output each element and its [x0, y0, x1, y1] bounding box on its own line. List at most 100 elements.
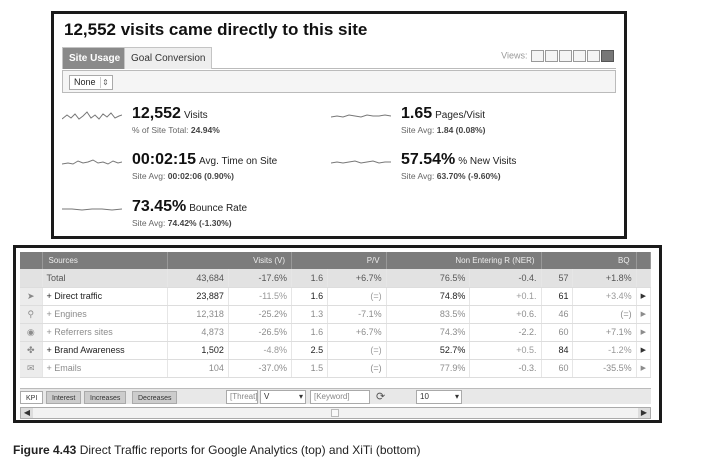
search-icon: ⚲	[20, 305, 43, 324]
row-expand-arrow-icon[interactable]: ▶	[636, 287, 652, 306]
cell-visits: 4,873	[167, 323, 229, 342]
cell-pv: 1.6	[291, 287, 329, 306]
metric-sub-prefix: Site Avg:	[401, 171, 435, 181]
tab-interest[interactable]: Interest	[46, 391, 82, 404]
sparkline-view-icon[interactable]	[601, 50, 614, 62]
cell-bq: 84	[541, 341, 574, 360]
row-expand-arrow-icon[interactable]: ▶	[636, 341, 652, 360]
cell-ner: 77.9%	[386, 359, 471, 378]
figure-number: Figure 4.43	[13, 443, 77, 457]
cell-pv-delta: +6.7%	[327, 269, 387, 288]
cell-visits-delta: -17.6%	[228, 269, 293, 288]
pivot-view-icon[interactable]	[587, 50, 600, 62]
row-name[interactable]: + Engines	[42, 305, 168, 324]
cell-bq-delta: (=)	[572, 305, 637, 324]
sparkline-icon	[62, 159, 122, 165]
cell-bq-delta: +1.8%	[572, 269, 637, 288]
metric-label: % New Visits	[458, 156, 517, 167]
tab-decreases[interactable]: Decreases	[132, 391, 178, 404]
column-header-ner[interactable]: Non Entering R (NER)	[386, 252, 542, 269]
keyword-input[interactable]: [Keyword]	[310, 390, 370, 404]
row-name[interactable]: + Emails	[42, 359, 168, 378]
table-row-referrers[interactable]: ◉ + Referrers sites 4,873 -26.5% 1.6 +6.…	[20, 323, 652, 342]
column-header-pv[interactable]: P/V	[291, 252, 387, 269]
cell-visits-delta: -4.8%	[228, 341, 293, 360]
cell-pv-delta: (=)	[327, 359, 387, 378]
table-view-icon[interactable]	[531, 50, 544, 62]
column-header-visits[interactable]: Visits (V)	[167, 252, 292, 269]
sources-table: Sources Visits (V) P/V Non Entering R (N…	[20, 252, 652, 378]
cell-bq-delta: -35.5%	[572, 359, 637, 378]
cell-bq-delta: -1.2%	[572, 341, 637, 360]
cell-visits: 23,887	[167, 287, 229, 306]
threat-select-value: V	[264, 392, 270, 401]
tab-kpi[interactable]: KPI	[20, 391, 44, 404]
metric-value: 57.54%	[401, 151, 456, 168]
cell-bq: 60	[541, 323, 574, 342]
refresh-icon[interactable]: ⟳	[376, 391, 386, 403]
cell-ner: 52.7%	[386, 341, 471, 360]
per-page-select[interactable]: 10 ▾	[416, 390, 462, 404]
horizontal-scrollbar[interactable]: ◀ ▶	[20, 407, 651, 419]
cell-bq: 61	[541, 287, 574, 306]
metric-sub-prefix: % of Site Total:	[132, 125, 189, 135]
table-row-engines[interactable]: ⚲ + Engines 12,318 -25.2% 1.3 -7.1% 83.5…	[20, 305, 652, 324]
cell-pv: 1.6	[291, 323, 329, 342]
table-row-emails[interactable]: ✉ + Emails 104 -37.0% 1.5 (=) 77.9% -0.3…	[20, 359, 652, 378]
tab-goal-conversion[interactable]: Goal Conversion	[124, 47, 213, 69]
icon-column-header	[20, 252, 43, 269]
metric-sub-prefix: Site Avg:	[132, 218, 166, 228]
column-header-sources[interactable]: Sources	[42, 252, 168, 269]
sparkline-icon	[62, 208, 122, 211]
figure-caption-text: Direct Traffic reports for Google Analyt…	[79, 443, 421, 457]
threat-filter-input[interactable]: [Threat]	[226, 390, 258, 404]
metric-value: 73.45%	[132, 198, 187, 215]
bar-view-icon[interactable]	[559, 50, 572, 62]
row-name[interactable]: + Referrers sites	[42, 323, 168, 342]
cell-visits-delta: -26.5%	[228, 323, 293, 342]
cell-visits: 1,502	[167, 341, 229, 360]
cell-visits-delta: -25.2%	[228, 305, 293, 324]
cell-visits-delta: -37.0%	[228, 359, 293, 378]
tab-increases[interactable]: Increases	[84, 391, 127, 404]
ga-filter-bar: None ⇕	[62, 70, 616, 93]
row-name[interactable]: + Direct traffic	[42, 287, 168, 306]
arrow-column-header	[636, 252, 652, 269]
metric-sub-value: 63.70% (-9.60%)	[436, 171, 501, 181]
row-name[interactable]: + Brand Awareness	[42, 341, 168, 360]
globe-icon: ◉	[20, 323, 43, 342]
metric-label: Avg. Time on Site	[199, 156, 278, 167]
cell-bq: 46	[541, 305, 574, 324]
cell-visits: 12,318	[167, 305, 229, 324]
threat-select[interactable]: V ▾	[260, 390, 306, 404]
scroll-right-icon[interactable]: ▶	[638, 408, 650, 418]
metric-value: 00:02:15	[132, 151, 197, 168]
segment-select[interactable]: None ⇕	[69, 75, 113, 90]
cell-ner-delta: +0.6.	[469, 305, 542, 324]
metric-sub-prefix: Site Avg:	[401, 125, 435, 135]
table-row-direct-traffic[interactable]: ➤ + Direct traffic 23,887 -11.5% 1.6 (=)…	[20, 287, 652, 306]
cell-bq-delta: +7.1%	[572, 323, 637, 342]
chevron-down-icon: ▾	[298, 392, 303, 401]
email-icon: ✉	[20, 359, 43, 378]
metric-sub-value: 74.42% (-1.30%)	[167, 218, 232, 228]
sparkline-icon	[331, 160, 391, 164]
tab-site-usage[interactable]: Site Usage	[62, 47, 128, 69]
ga-title: 12,552 visits came directly to this site	[64, 20, 368, 39]
pie-view-icon[interactable]	[545, 50, 558, 62]
scroll-left-icon[interactable]: ◀	[21, 408, 33, 418]
row-expand-arrow-icon[interactable]: ▶	[636, 305, 652, 324]
row-expand-arrow-icon[interactable]: ▶	[636, 359, 652, 378]
sparkline-icon	[331, 114, 391, 118]
cell-visits-delta: -11.5%	[228, 287, 293, 306]
column-header-bq[interactable]: BQ	[541, 252, 637, 269]
metric-sub-value: 00:02:06 (0.90%)	[167, 171, 234, 181]
cell-visits: 104	[167, 359, 229, 378]
row-expand-arrow-icon[interactable]: ▶	[636, 323, 652, 342]
compare-view-icon[interactable]	[573, 50, 586, 62]
cell-ner: 83.5%	[386, 305, 471, 324]
scroll-thumb[interactable]	[331, 409, 339, 417]
table-row-brand-awareness[interactable]: ✤ + Brand Awareness 1,502 -4.8% 2.5 (=) …	[20, 341, 652, 360]
direct-traffic-icon: ➤	[20, 287, 43, 306]
cell-bq: 57	[541, 269, 574, 288]
